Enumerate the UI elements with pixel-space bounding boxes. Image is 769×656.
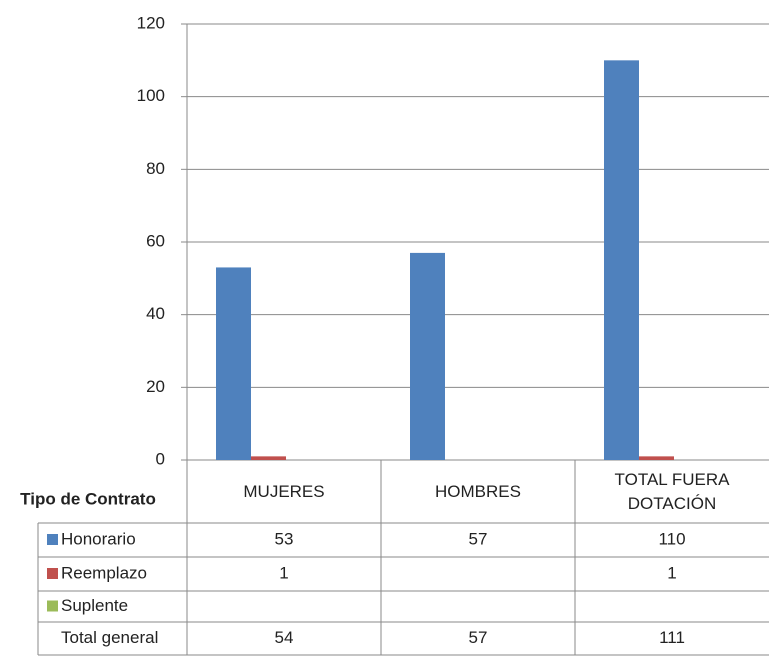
bar (216, 267, 251, 460)
x-tick-label-box: MUJERES (243, 481, 325, 501)
bar (251, 456, 286, 460)
x-tick-label-box: TOTAL FUERA DOTACIÓN (614, 469, 730, 513)
table-cell: 111 (659, 628, 685, 647)
table-cell: 110 (658, 529, 685, 548)
legend-key (47, 534, 58, 545)
legend-key (47, 600, 58, 612)
table-cell: 53 (275, 529, 294, 548)
table-title: Tipo de Contrato (20, 489, 156, 508)
y-tick-label: 40 (146, 304, 165, 323)
bar (639, 456, 674, 460)
y-tick-label: 100 (137, 86, 165, 105)
table-cell: 57 (469, 628, 488, 647)
y-tick-label: 0 (156, 449, 165, 468)
legend-label: Suplente (61, 596, 128, 615)
x-tick-label: MUJERES (243, 481, 325, 501)
legend-key (47, 568, 58, 579)
x-tick-label-box: HOMBRES (435, 481, 521, 501)
table-cell: 1 (667, 563, 676, 582)
x-tick-label: HOMBRES (435, 481, 521, 501)
bar (604, 60, 639, 460)
legend-label: Honorario (61, 529, 136, 548)
legend-label: Reemplazo (61, 563, 147, 582)
row-label: Total general (61, 628, 158, 647)
table-cell: 1 (279, 563, 288, 582)
y-tick-label: 60 (146, 231, 165, 250)
table-cell: 57 (469, 529, 488, 548)
y-tick-label: 120 (137, 13, 165, 32)
y-tick-label: 80 (146, 159, 165, 178)
y-tick-label: 20 (146, 377, 165, 396)
bar (410, 252, 445, 460)
table-cell: 54 (275, 628, 294, 647)
x-tick-label: TOTAL FUERA DOTACIÓN (614, 469, 730, 513)
